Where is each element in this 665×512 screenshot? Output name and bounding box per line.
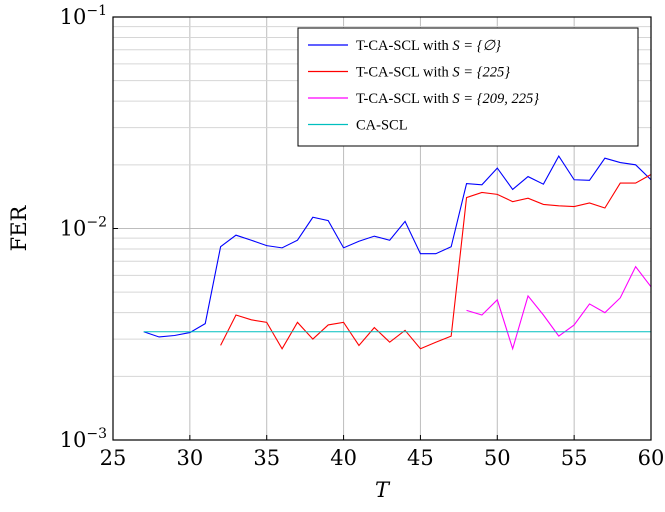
legend-label-3: T-CA-SCL with S = {209, 225} — [356, 91, 539, 107]
legend-box — [297, 27, 639, 147]
series-lines — [143, 155, 652, 351]
y-tick-label: 10−1 — [60, 3, 107, 29]
x-tick-label: 60 — [638, 446, 665, 470]
x-tick-label: 25 — [100, 446, 127, 470]
x-tick-label: 30 — [176, 446, 203, 470]
x-tick-label: 50 — [484, 446, 511, 470]
x-tick-label: 40 — [330, 446, 357, 470]
series-line-1 — [143, 155, 652, 338]
x-tick-label: 35 — [253, 446, 280, 470]
y-tick-label: 10−3 — [60, 426, 107, 452]
legend-label-4: CA-SCL — [356, 118, 408, 134]
y-tick-label: 10−2 — [60, 215, 107, 241]
series-line-2 — [220, 174, 652, 350]
legend: T-CA-SCL with S = {∅} T-CA-SCL with S = {… — [297, 27, 639, 147]
y-axis-title: FER — [7, 204, 31, 251]
series-line-3 — [466, 265, 652, 351]
x-tick-label: 45 — [407, 446, 434, 470]
x-axis-title: T — [375, 478, 391, 502]
legend-label-2: T-CA-SCL with S = {225} — [356, 65, 510, 81]
tick-labels: 25 30 35 40 45 50 55 60 10−3 10−2 10−1 — [60, 3, 665, 470]
x-tick-label: 55 — [561, 446, 588, 470]
legend-label-1: T-CA-SCL with S = {∅} — [356, 38, 501, 54]
